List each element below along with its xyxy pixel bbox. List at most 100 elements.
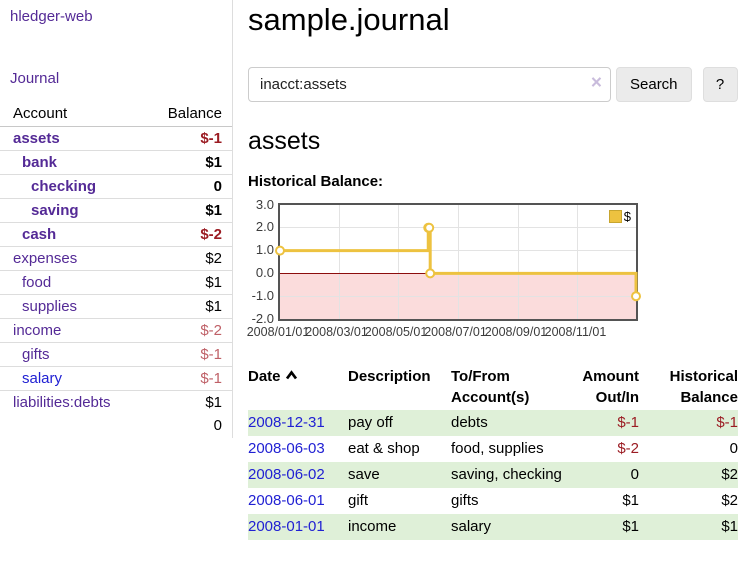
account-link[interactable]: cash <box>22 226 57 243</box>
account-heading: assets <box>248 126 321 155</box>
accounts-total-balance: 0 <box>213 417 222 434</box>
y-tick-label: 0.0 <box>255 265 274 281</box>
sidebar-item-journal[interactable]: Journal <box>10 70 60 87</box>
transaction-amount: $-1 <box>617 413 639 431</box>
transaction-accounts: debts <box>451 413 488 431</box>
register-table: Date Description To/From Account(s) Amou… <box>248 364 738 540</box>
y-tick-label: 3.0 <box>255 196 274 212</box>
account-row: expenses $2 <box>0 246 232 271</box>
transaction-description: income <box>348 517 397 535</box>
account-balance: $2 <box>205 250 222 267</box>
chart-legend: $ <box>606 207 633 225</box>
x-tick-label: 2008/09/01 <box>484 324 548 339</box>
register-header-amount: Amount Out/In <box>582 367 639 406</box>
account-balance: $-1 <box>200 370 222 387</box>
account-row: assets $-1 <box>0 127 232 151</box>
search-input[interactable] <box>248 66 611 102</box>
account-link[interactable]: assets <box>13 130 60 147</box>
register-row: 2008-06-01 gift gifts $1 $2 <box>248 488 738 514</box>
accounts-table: Account Balance assets $-1 bank $1 checking 0… <box>0 102 232 437</box>
y-tick-label: -1.0 <box>251 287 274 303</box>
app-brand-link[interactable]: hledger-web <box>10 8 93 25</box>
account-row: gifts $-1 <box>0 342 232 367</box>
transaction-amount: $1 <box>622 491 639 509</box>
account-row: bank $1 <box>0 150 232 175</box>
help-button[interactable]: ? <box>702 66 738 102</box>
account-row: income $-2 <box>0 318 232 343</box>
register-header-accounts: To/From Account(s) <box>451 367 530 406</box>
transaction-accounts: salary <box>451 517 492 535</box>
transaction-accounts: food, supplies <box>451 439 544 457</box>
x-tick-label: 2008/01/01 <box>246 324 310 339</box>
transaction-balance: 0 <box>729 439 738 457</box>
transaction-balance: $2 <box>721 465 738 483</box>
account-link[interactable]: supplies <box>22 298 78 315</box>
chart-y-axis-labels: 3.0 2.0 1.0 0.0 -1.0 -2.0 <box>248 197 274 326</box>
transaction-date: 2008-01-01 <box>248 514 348 540</box>
transaction-date: 2008-06-03 <box>248 436 348 462</box>
account-row: food $1 <box>0 270 232 295</box>
register-row: 2008-01-01 income salary $1 $1 <box>248 513 738 540</box>
account-link[interactable]: income <box>13 322 62 339</box>
x-tick-label: 2008/03/01 <box>305 324 368 339</box>
transaction-description: gift <box>348 491 369 509</box>
y-tick-label: 2.0 <box>255 219 274 235</box>
x-tick-label: 2008/05/01 <box>364 324 428 339</box>
account-link[interactable]: checking <box>31 178 97 195</box>
account-balance: $1 <box>205 154 222 171</box>
legend-swatch-icon <box>608 209 622 223</box>
transaction-amount: 0 <box>630 465 639 483</box>
register-header-balance: Historical Balance <box>669 367 738 406</box>
transaction-date-link[interactable]: 2008-06-03 <box>248 439 325 457</box>
account-link[interactable]: bank <box>22 154 58 171</box>
account-link[interactable]: salary <box>22 370 63 387</box>
account-balance: $1 <box>205 298 222 315</box>
data-point-marker <box>425 268 436 279</box>
search-button[interactable]: Search <box>616 66 692 102</box>
data-point-marker <box>424 222 435 233</box>
accounts-header-account: Account <box>13 105 68 122</box>
accounts-header-balance: Balance <box>167 105 222 122</box>
account-row: liabilities:debts $1 <box>0 390 232 415</box>
account-balance: 0 <box>213 178 222 195</box>
account-link[interactable]: liabilities:debts <box>13 394 111 411</box>
account-balance: $1 <box>205 274 222 291</box>
chart-plot-area: $ <box>275 202 641 321</box>
transaction-description: pay off <box>348 413 393 431</box>
data-point-marker <box>275 245 285 256</box>
account-row: saving $1 <box>0 198 232 223</box>
sidebar: hledger-web Journal Account Balance asse… <box>0 0 233 438</box>
account-link[interactable]: food <box>22 274 52 291</box>
chart-label: Historical Balance: <box>248 172 384 190</box>
data-point-marker <box>631 290 641 301</box>
y-tick-label: -2.0 <box>251 310 274 326</box>
account-link[interactable]: saving <box>31 202 79 219</box>
account-row: supplies $1 <box>0 294 232 319</box>
legend-label: $ <box>623 208 631 224</box>
register-row: 2008-06-02 save saving, checking 0 $2 <box>248 461 738 488</box>
account-row: cash $-2 <box>0 222 232 247</box>
transaction-date-link[interactable]: 2008-01-01 <box>248 517 325 535</box>
register-row: 2008-12-31 pay off debts $-1 $-1 <box>248 409 738 436</box>
transaction-balance: $1 <box>721 517 738 535</box>
transaction-amount: $1 <box>622 517 639 535</box>
transaction-accounts: gifts <box>451 491 479 509</box>
transaction-balance: $-1 <box>716 413 738 431</box>
register-header-date[interactable]: Date <box>248 364 348 410</box>
transaction-accounts: saving, checking <box>451 465 562 483</box>
y-tick-label: 1.0 <box>255 242 274 258</box>
account-balance: $-2 <box>200 226 222 243</box>
transaction-date-link[interactable]: 2008-06-01 <box>248 491 325 509</box>
transaction-date-link[interactable]: 2008-06-02 <box>248 465 325 483</box>
account-link[interactable]: gifts <box>22 346 50 363</box>
account-link[interactable]: expenses <box>13 250 78 267</box>
clear-search-icon[interactable]: × <box>590 72 602 94</box>
main-content: sample.journal × Search ? assets Histori… <box>247 0 740 540</box>
register-header-description: Description <box>348 367 431 385</box>
chart-x-axis-labels: 2008/01/01 2008/03/01 2008/05/01 2008/07/01… <box>247 324 634 343</box>
balance-series <box>275 222 641 301</box>
transaction-date-link[interactable]: 2008-12-31 <box>248 413 325 431</box>
transaction-date: 2008-06-01 <box>248 488 348 514</box>
historical-balance-chart: 3.0 2.0 1.0 0.0 -1.0 -2.0 $ 2008/01/01 2008/03… <box>247 197 668 343</box>
register-row: 2008-06-03 eat & shop food, supplies $-2 0 <box>248 436 738 462</box>
